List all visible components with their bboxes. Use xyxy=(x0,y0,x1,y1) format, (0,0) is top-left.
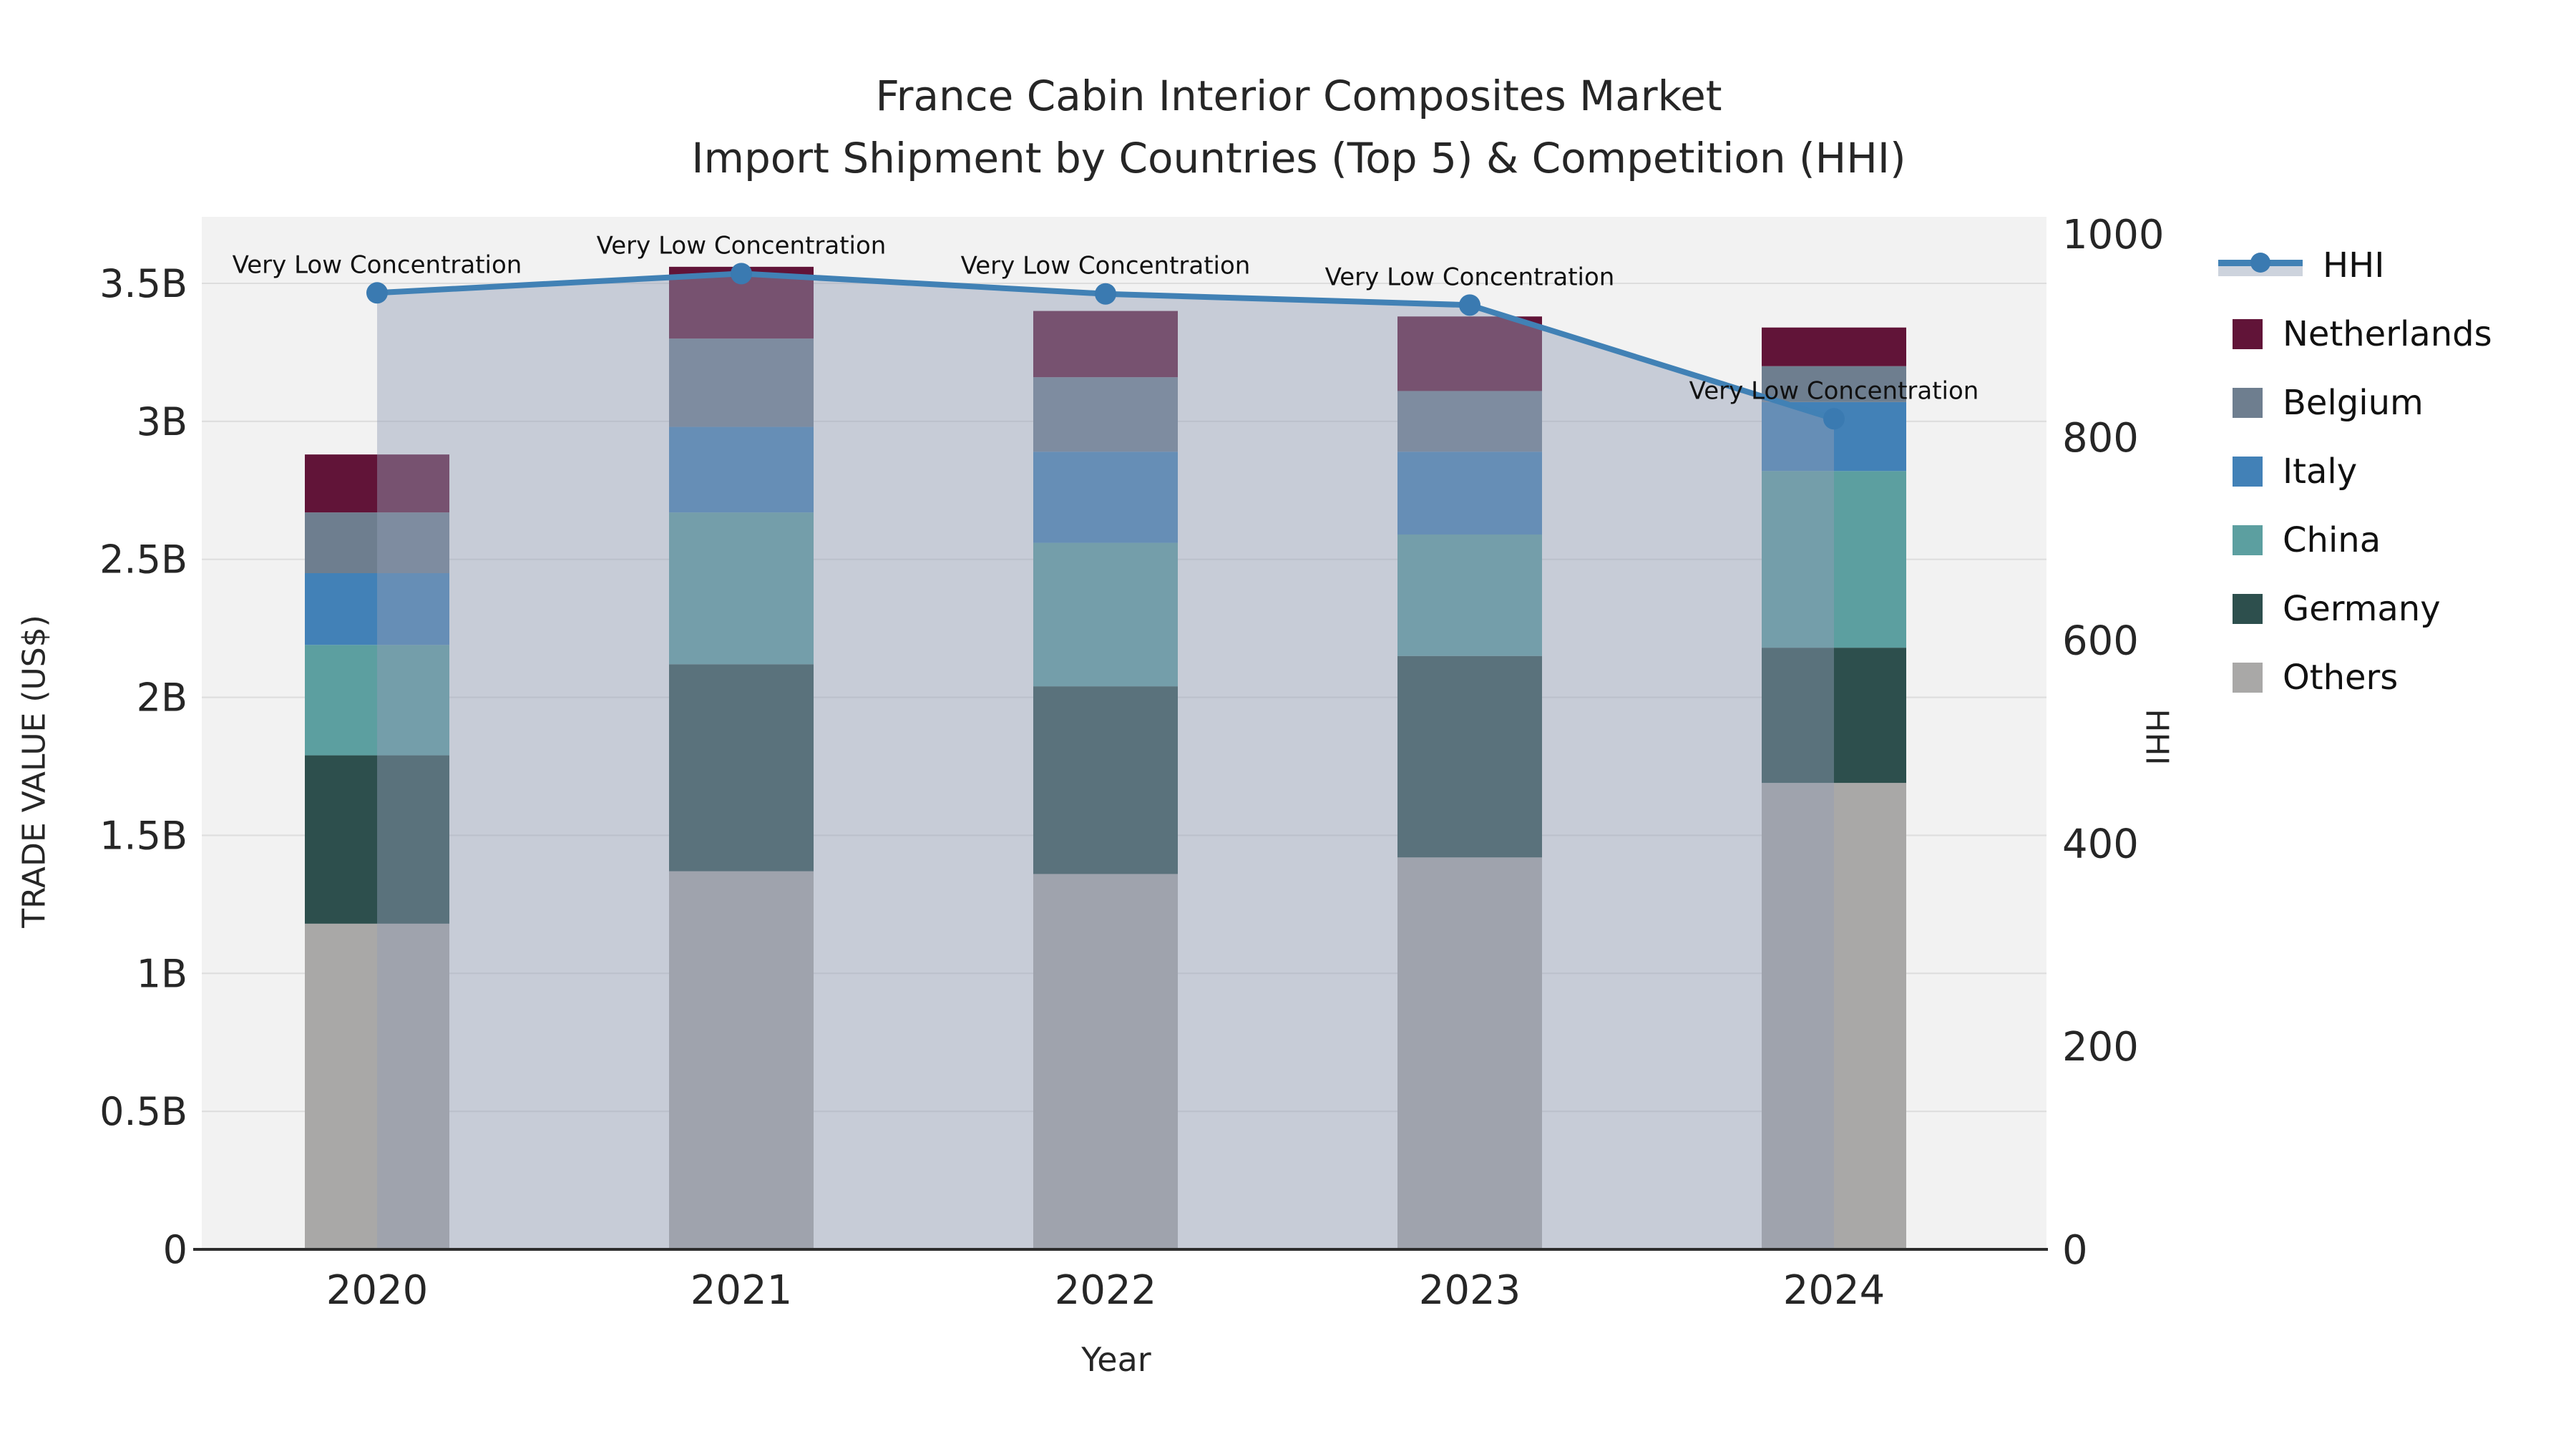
bar-segment-2020-germany[interactable] xyxy=(305,755,449,924)
x-tick-2023: 2023 xyxy=(1419,1267,1521,1314)
legend: HHI Netherlands Belgium Italy China Germany Ot… xyxy=(2217,245,2492,698)
y-tick-left-1.5B: 1.5B xyxy=(99,813,187,858)
y-tick-right-1000: 1000 xyxy=(2062,212,2165,258)
bar-segment-2023-china[interactable] xyxy=(1397,535,1542,656)
bar-segment-2024-belgium[interactable] xyxy=(1762,366,1906,402)
x-tick-2020: 2020 xyxy=(326,1267,429,1314)
bar-segment-2020-belgium[interactable] xyxy=(305,512,449,574)
x-axis-line xyxy=(193,1248,2048,1251)
bar-segment-2023-netherlands[interactable] xyxy=(1397,316,1542,391)
bar-segment-2023-others[interactable] xyxy=(1397,857,1542,1249)
annotation-2022: Very Low Concentration xyxy=(961,252,1251,280)
hhi-marker-swatch xyxy=(2250,253,2270,273)
legend-label-belgium: Belgium xyxy=(2283,383,2424,423)
bar-segment-2020-italy[interactable] xyxy=(305,573,449,645)
bar-segment-2021-belgium[interactable] xyxy=(669,338,814,427)
legend-item-netherlands[interactable]: Netherlands xyxy=(2217,314,2492,354)
legend-swatch-belgium xyxy=(2233,388,2263,418)
bar-segment-2021-china[interactable] xyxy=(669,512,814,665)
legend-label-netherlands: Netherlands xyxy=(2283,314,2492,354)
bar-segment-2022-italy[interactable] xyxy=(1033,452,1178,543)
annotation-2023: Very Low Concentration xyxy=(1325,263,1615,291)
legend-item-italy[interactable]: Italy xyxy=(2217,452,2492,492)
hhi-marker-2024[interactable] xyxy=(1823,408,1845,430)
gridline-3.5B xyxy=(202,283,2046,285)
bar-segment-2024-netherlands[interactable] xyxy=(1762,327,1906,366)
legend-item-belgium[interactable]: Belgium xyxy=(2217,383,2492,423)
bar-segment-2024-others[interactable] xyxy=(1762,783,1906,1249)
x-tick-2022: 2022 xyxy=(1055,1267,1157,1314)
bar-segment-2022-germany[interactable] xyxy=(1033,686,1178,874)
legend-swatch-china xyxy=(2233,525,2263,555)
legend-label-others: Others xyxy=(2283,658,2399,698)
hhi-marker-2023[interactable] xyxy=(1459,294,1480,316)
bar-segment-2024-germany[interactable] xyxy=(1762,648,1906,784)
y-tick-left-0: 0 xyxy=(163,1227,187,1272)
legend-item-others[interactable]: Others xyxy=(2217,658,2492,698)
y-tick-right-800: 800 xyxy=(2062,415,2139,462)
y-tick-left-2B: 2B xyxy=(137,675,187,721)
legend-label-germany: Germany xyxy=(2283,589,2441,629)
bar-segment-2022-china[interactable] xyxy=(1033,542,1178,687)
bar-segment-2020-china[interactable] xyxy=(305,645,449,756)
bar-segment-2022-netherlands[interactable] xyxy=(1033,311,1178,378)
bar-segment-2022-others[interactable] xyxy=(1033,874,1178,1249)
left-axis-title: TRADE VALUE (US$) xyxy=(16,615,53,928)
legend-label-italy: Italy xyxy=(2283,452,2358,492)
x-tick-2024: 2024 xyxy=(1783,1267,1885,1314)
hhi-marker-2021[interactable] xyxy=(731,263,752,285)
bar-segment-2023-germany[interactable] xyxy=(1397,655,1542,858)
hhi-marker-2020[interactable] xyxy=(366,282,388,304)
chart-title-line2: Import Shipment by Countries (Top 5) & C… xyxy=(691,134,1906,182)
bar-segment-2021-others[interactable] xyxy=(669,871,814,1249)
bar-segment-2023-italy[interactable] xyxy=(1397,452,1542,535)
y-tick-left-0.5B: 0.5B xyxy=(99,1089,187,1134)
legend-item-hhi[interactable]: HHI xyxy=(2217,245,2492,286)
legend-swatch-netherlands xyxy=(2233,319,2263,349)
legend-item-germany[interactable]: Germany xyxy=(2217,589,2492,629)
y-tick-right-0: 0 xyxy=(2062,1227,2088,1274)
legend-label-china: China xyxy=(2283,520,2381,560)
bar-segment-2021-germany[interactable] xyxy=(669,664,814,872)
annotation-2024: Very Low Concentration xyxy=(1689,376,1979,405)
y-tick-left-3B: 3B xyxy=(137,399,187,444)
legend-line-swatch-icon xyxy=(2218,253,2303,276)
bar-segment-2020-netherlands[interactable] xyxy=(305,454,449,513)
bar-segment-2022-belgium[interactable] xyxy=(1033,377,1178,452)
x-tick-2021: 2021 xyxy=(691,1267,793,1314)
legend-swatch-germany xyxy=(2233,594,2263,624)
annotation-2020: Very Low Concentration xyxy=(233,250,522,279)
bar-segment-2021-italy[interactable] xyxy=(669,426,814,513)
hhi-marker-2022[interactable] xyxy=(1095,283,1116,305)
bar-segment-2024-china[interactable] xyxy=(1762,471,1906,648)
legend-label-hhi: HHI xyxy=(2323,245,2385,286)
y-tick-right-400: 400 xyxy=(2062,821,2139,867)
y-tick-right-600: 600 xyxy=(2062,618,2139,665)
x-axis-title: Year xyxy=(1081,1340,1151,1379)
bar-segment-2023-belgium[interactable] xyxy=(1397,391,1542,452)
y-tick-left-2.5B: 2.5B xyxy=(99,537,187,582)
right-axis-title: HHI xyxy=(2138,708,2175,766)
bar-segment-2020-others[interactable] xyxy=(305,923,449,1249)
legend-swatch-others xyxy=(2233,663,2263,693)
chart-title-line1: France Cabin Interior Composites Market xyxy=(875,72,1722,120)
y-tick-left-1B: 1B xyxy=(137,951,187,996)
hhi-area xyxy=(377,273,1834,1249)
legend-swatch-italy xyxy=(2233,457,2263,487)
legend-item-china[interactable]: China xyxy=(2217,520,2492,560)
y-tick-right-200: 200 xyxy=(2062,1024,2139,1070)
annotation-2021: Very Low Concentration xyxy=(597,231,887,260)
y-tick-left-3.5B: 3.5B xyxy=(99,261,187,306)
